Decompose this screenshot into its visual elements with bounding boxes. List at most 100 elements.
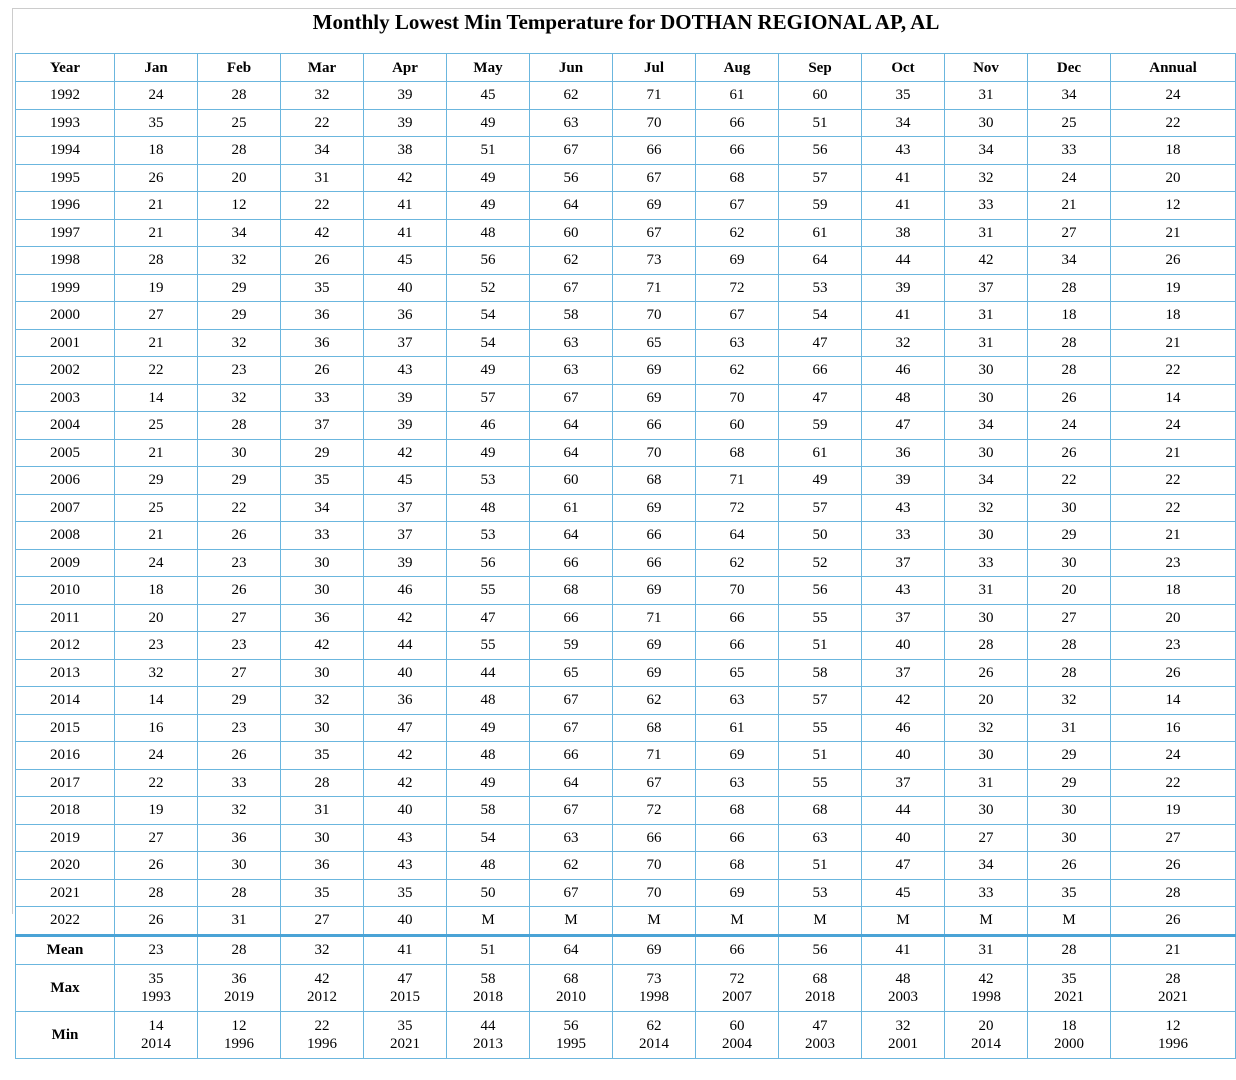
value-cell: 44: [861, 246, 945, 275]
value-cell: 61: [695, 81, 779, 110]
value-cell: 30: [944, 796, 1028, 825]
summary-cell: 41: [363, 934, 447, 965]
value-cell: 69: [695, 246, 779, 275]
year-cell: 2017: [15, 768, 115, 797]
value-cell: 22: [1110, 466, 1236, 495]
value-cell: 29: [197, 273, 281, 302]
value-cell: 42: [363, 438, 447, 467]
value-cell: 14: [1110, 383, 1236, 412]
header-cell: Annual: [1110, 53, 1236, 82]
summary-label: Max: [15, 963, 115, 1012]
value-cell: 47: [363, 713, 447, 742]
value-cell: 63: [695, 686, 779, 715]
year-cell: 2022: [15, 906, 115, 937]
value-cell: 47: [778, 328, 862, 357]
value-cell: 37: [861, 768, 945, 797]
value-cell: 20: [1110, 163, 1236, 192]
data-row: 2020 26 30 36 43 48 62 70 68 51 47 34 26 26: [15, 851, 1236, 880]
value-cell: 67: [529, 383, 613, 412]
value-cell: 26: [944, 658, 1028, 687]
value-cell: 25: [114, 411, 198, 440]
year-cell: 2003: [15, 383, 115, 412]
value-cell: 30: [280, 823, 364, 852]
value-cell: 63: [529, 328, 613, 357]
header-cell: Jun: [529, 53, 613, 82]
value-cell: 40: [861, 741, 945, 770]
summary-value: 42: [314, 970, 330, 987]
data-row: 2007 25 22 34 37 48 61 69 72 57 43 32 30 22: [15, 493, 1236, 522]
value-cell: 30: [280, 548, 364, 577]
value-cell: 63: [778, 823, 862, 852]
summary-value: 47: [812, 1017, 828, 1034]
summary-cell: 18 2000: [1027, 1010, 1111, 1059]
summary-year: 1993: [141, 988, 171, 1005]
value-cell: 59: [778, 411, 862, 440]
value-cell: 19: [1110, 273, 1236, 302]
value-cell: M: [1027, 906, 1111, 937]
value-cell: 24: [114, 548, 198, 577]
value-cell: 66: [612, 136, 696, 165]
value-cell: 29: [1027, 741, 1111, 770]
value-cell: 32: [944, 713, 1028, 742]
value-cell: 31: [280, 163, 364, 192]
value-cell: 55: [778, 603, 862, 632]
value-cell: 64: [529, 768, 613, 797]
value-cell: 33: [944, 878, 1028, 907]
data-row: 2021 28 28 35 35 50 67 70 69 53 45 33 35 28: [15, 878, 1236, 907]
value-cell: 34: [280, 136, 364, 165]
value-cell: 31: [944, 301, 1028, 330]
year-cell: 1993: [15, 108, 115, 137]
value-cell: 66: [778, 356, 862, 385]
value-cell: 34: [1027, 246, 1111, 275]
summary-row: Mean 23 28 32 41 51 64 69 66 56 41 31 28 21: [15, 934, 1236, 965]
value-cell: 39: [363, 81, 447, 110]
value-cell: 30: [944, 603, 1028, 632]
value-cell: 70: [695, 576, 779, 605]
value-cell: 53: [778, 273, 862, 302]
value-cell: 40: [363, 658, 447, 687]
value-cell: 19: [1110, 796, 1236, 825]
year-cell: 2013: [15, 658, 115, 687]
summary-value: 22: [314, 1017, 330, 1034]
value-cell: 28: [1027, 631, 1111, 660]
value-cell: 32: [1027, 686, 1111, 715]
value-cell: 29: [197, 466, 281, 495]
value-cell: 26: [114, 851, 198, 880]
value-cell: 31: [944, 576, 1028, 605]
value-cell: 37: [280, 411, 364, 440]
value-cell: 30: [197, 851, 281, 880]
value-cell: 55: [446, 576, 530, 605]
summary-year: 1995: [556, 1035, 586, 1052]
value-cell: 47: [861, 411, 945, 440]
value-cell: 68: [778, 796, 862, 825]
value-cell: 18: [1110, 576, 1236, 605]
value-cell: 30: [1027, 493, 1111, 522]
value-cell: 33: [280, 383, 364, 412]
value-cell: 52: [446, 273, 530, 302]
value-cell: 57: [778, 493, 862, 522]
header-cell: Feb: [197, 53, 281, 82]
value-cell: 27: [114, 301, 198, 330]
value-cell: 36: [861, 438, 945, 467]
value-cell: 24: [1027, 163, 1111, 192]
value-cell: 25: [197, 108, 281, 137]
value-cell: 56: [446, 246, 530, 275]
value-cell: 29: [197, 686, 281, 715]
data-row: 2017 22 33 28 42 49 64 67 63 55 37 31 29 22: [15, 768, 1236, 797]
value-cell: 66: [695, 136, 779, 165]
year-cell: 2005: [15, 438, 115, 467]
data-row: 2004 25 28 37 39 46 64 66 60 59 47 34 24 24: [15, 411, 1236, 440]
summary-cell: 14 2014: [114, 1010, 198, 1059]
value-cell: 31: [944, 218, 1028, 247]
year-cell: 2006: [15, 466, 115, 495]
value-cell: 66: [529, 741, 613, 770]
value-cell: 43: [861, 493, 945, 522]
value-cell: 29: [1027, 768, 1111, 797]
value-cell: 25: [1027, 108, 1111, 137]
value-cell: 37: [363, 521, 447, 550]
data-row: 2022 26 31 27 40 M M M M M M M M 26: [15, 906, 1236, 937]
value-cell: 69: [612, 383, 696, 412]
value-cell: 68: [612, 466, 696, 495]
value-cell: 62: [529, 851, 613, 880]
value-cell: 32: [197, 246, 281, 275]
